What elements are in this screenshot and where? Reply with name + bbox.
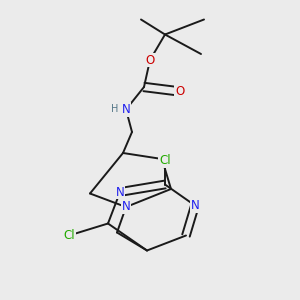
Text: H: H [111, 104, 118, 115]
Text: N: N [116, 185, 124, 199]
Text: N: N [122, 200, 130, 214]
Text: O: O [146, 53, 154, 67]
Text: Cl: Cl [159, 154, 171, 167]
Text: O: O [176, 85, 184, 98]
Text: N: N [190, 199, 200, 212]
Text: N: N [122, 103, 130, 116]
Text: Cl: Cl [63, 229, 75, 242]
